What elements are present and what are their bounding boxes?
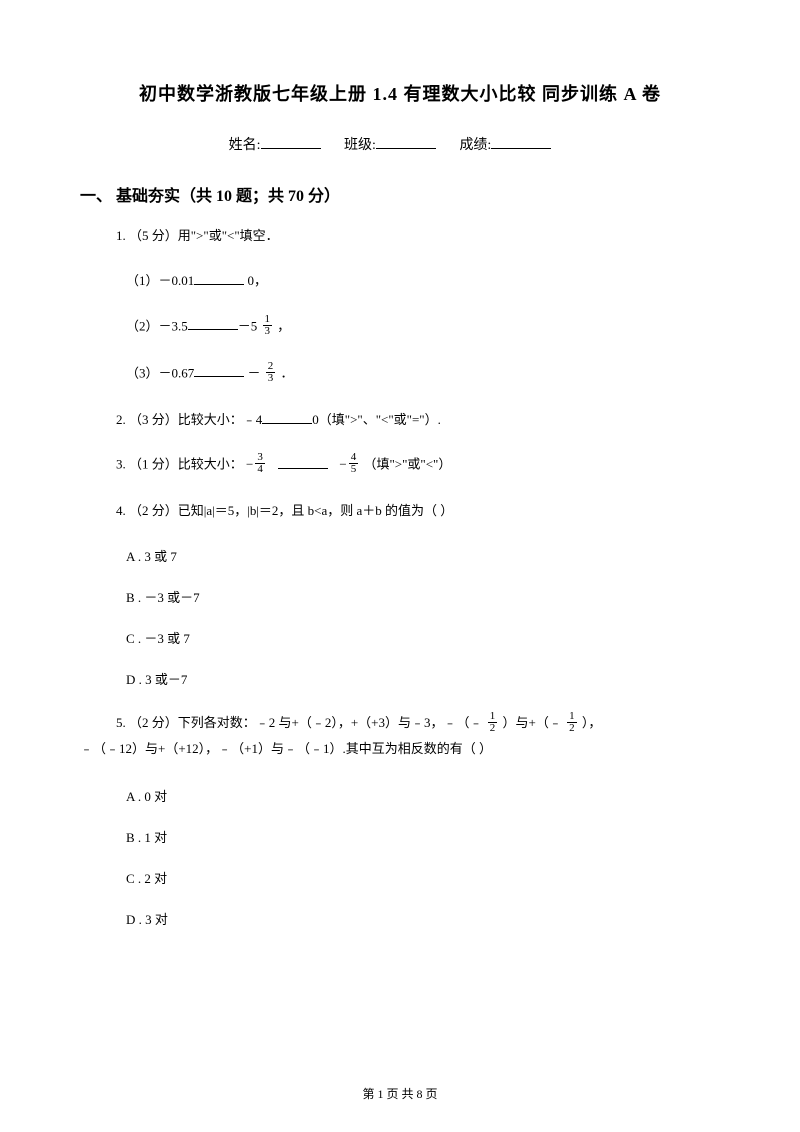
frac-num: 2 (266, 361, 276, 373)
q2: 2. （3 分）比较大小：﹣4 0（填">"、"<"或"="）. (116, 410, 720, 431)
q5-stem: 5. （2 分）下列各对数：﹣2 与+（﹣2），+（+3）与﹣3，﹣（﹣ 12 … (80, 710, 720, 762)
q4-optB: B . －3 或－7 (126, 587, 720, 606)
q1-s3c: ． (277, 365, 293, 380)
q1-stem: 1. （5 分）用">"或"<"填空． (116, 226, 720, 247)
q1-frac2: 23 (266, 361, 276, 384)
q5-l1c: ）， (579, 715, 602, 730)
q3-neg2: − (339, 457, 346, 472)
q5-optB: B . 1 对 (126, 827, 720, 846)
q5-l2: ﹣（﹣12）与+（+12），﹣（+1）与﹣（﹣1）.其中互为相反数的有（ ） (80, 741, 492, 756)
frac-den: 2 (567, 723, 577, 734)
q5-l1b: ）与+（﹣ (499, 715, 565, 730)
q1-s2c: ， (274, 318, 290, 333)
q1-frac1: 13 (263, 314, 273, 337)
q5-frac1: 12 (488, 711, 498, 734)
q1-s2-blank[interactable] (188, 318, 238, 330)
q3: 3. （1 分）比较大小： −34 −45 （填">"或"<"） (116, 454, 720, 477)
q3-frac2: 45 (349, 452, 359, 475)
q4-optC: C . －3 或 7 (126, 628, 720, 647)
q4-optD: D . 3 或－7 (126, 669, 720, 688)
q1-sub1: （1）－0.01 0， (126, 271, 720, 292)
q3a: 3. （1 分）比较大小： (116, 457, 246, 472)
q1-s1b: 0， (244, 273, 267, 288)
q1-sub3: （3）－0.67 － 23 ． (126, 363, 720, 386)
frac-den: 3 (266, 373, 276, 384)
q4-optA: A . 3 或 7 (126, 546, 720, 565)
frac-num: 1 (488, 711, 498, 723)
q3-neg1: − (246, 457, 253, 472)
q1-s3b: － (244, 365, 264, 380)
score-blank[interactable] (491, 135, 551, 149)
q1-s1-blank[interactable] (194, 273, 244, 285)
q1-s3-blank[interactable] (194, 365, 244, 377)
class-label: 班级: (344, 138, 376, 153)
page-footer: 第 1 页 共 8 页 (0, 1085, 800, 1102)
q1-s2a: （2）－3.5 (126, 318, 188, 333)
frac-num: 1 (567, 711, 577, 723)
frac-den: 4 (255, 464, 265, 475)
q5-frac2: 12 (567, 711, 577, 734)
page-title: 初中数学浙教版七年级上册 1.4 有理数大小比较 同步训练 A 卷 (80, 80, 720, 106)
student-info-row: 姓名: 班级: 成绩: (80, 134, 720, 154)
q5-optA: A . 0 对 (126, 786, 720, 805)
score-label: 成绩: (459, 138, 491, 153)
q2-blank[interactable] (262, 412, 312, 424)
frac-num: 1 (263, 314, 273, 326)
q1-s1a: （1）－0.01 (126, 273, 194, 288)
q5-optC: C . 2 对 (126, 868, 720, 887)
q4-stem: 4. （2 分）已知|a|＝5，|b|＝2，且 b<a，则 a＋b 的值为（ ） (116, 501, 720, 522)
q3-blank[interactable] (278, 457, 328, 469)
q5-l1a: 5. （2 分）下列各对数：﹣2 与+（﹣2），+（+3）与﹣3，﹣（﹣ (116, 715, 486, 730)
name-label: 姓名: (229, 138, 261, 153)
q5-optD: D . 3 对 (126, 909, 720, 928)
q1-s3a: （3）－0.67 (126, 365, 194, 380)
frac-den: 3 (263, 326, 273, 337)
q2b: 0（填">"、"<"或"="）. (312, 412, 441, 427)
q3b: （填">"或"<"） (363, 457, 451, 472)
q1-sub2: （2）－3.5 －5 13 ， (126, 316, 720, 339)
q1-s2b: －5 (238, 318, 261, 333)
section-header: 一、 基础夯实（共 10 题；共 70 分） (80, 182, 720, 206)
class-blank[interactable] (376, 135, 436, 149)
frac-den: 5 (349, 464, 359, 475)
q2a: 2. （3 分）比较大小：﹣4 (116, 412, 262, 427)
q3-frac1: 34 (255, 452, 265, 475)
name-blank[interactable] (261, 135, 321, 149)
frac-den: 2 (488, 723, 498, 734)
